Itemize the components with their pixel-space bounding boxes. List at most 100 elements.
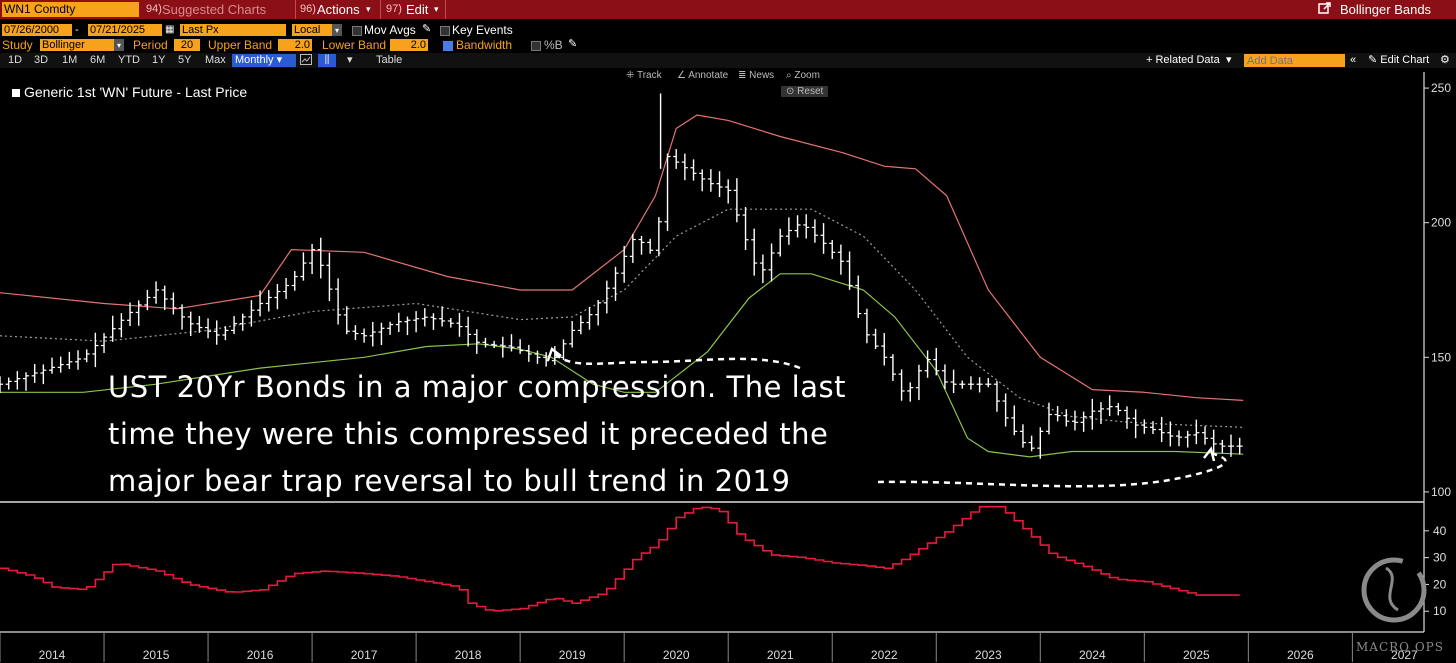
annotation-line-2: time they were this compressed it preced… bbox=[108, 417, 829, 451]
related-data-dropdown-icon[interactable]: ▾ bbox=[1226, 54, 1232, 66]
x-tick-label: 2025 bbox=[1183, 648, 1210, 662]
related-data-button[interactable]: + Related Data bbox=[1146, 54, 1220, 66]
period-field[interactable]: 20 bbox=[174, 39, 200, 51]
track-label: Track bbox=[636, 70, 662, 81]
news-label: News bbox=[749, 70, 775, 81]
bandwidth-checkbox[interactable] bbox=[443, 41, 453, 51]
x-tick-label: 2018 bbox=[455, 648, 482, 662]
upper-band-field[interactable]: 2.0 bbox=[278, 39, 312, 51]
timeframe-max[interactable]: Max bbox=[205, 54, 226, 66]
date-row: 07/26/2000 - 07/21/2025 ▦ Last Px Local … bbox=[0, 23, 1456, 48]
timeframe-6m[interactable]: 6M bbox=[90, 54, 106, 66]
ticker-input[interactable]: WN1 Comdty bbox=[2, 2, 139, 17]
title-bar bbox=[0, 0, 1456, 19]
bandwidth-label: Bandwidth bbox=[456, 38, 513, 52]
watermark-text: MACRO OPS bbox=[1356, 640, 1444, 654]
x-tick-label: 2024 bbox=[1079, 648, 1106, 662]
currency-dropdown-icon[interactable]: ▾ bbox=[332, 24, 342, 36]
x-tick-label: 2022 bbox=[871, 648, 898, 662]
x-tick-label: 2019 bbox=[559, 648, 586, 662]
timeframe-3d[interactable]: 3D bbox=[34, 54, 49, 66]
line-chart-icon[interactable] bbox=[300, 54, 312, 67]
external-link-icon[interactable] bbox=[1318, 2, 1331, 17]
chart-annotation: UST 20Yr Bonds in a major compression. T… bbox=[108, 364, 928, 505]
bar-chart-icon[interactable]: ⫼ bbox=[318, 54, 336, 67]
timeframe-1y[interactable]: 1Y bbox=[152, 54, 166, 66]
legend-label: Generic 1st 'WN' Future - Last Price bbox=[24, 84, 248, 100]
macro-ops-logo: MACRO OPS bbox=[1356, 548, 1448, 663]
news-tool[interactable]: ≣ News bbox=[738, 70, 775, 81]
annotation-arrowhead-left bbox=[546, 346, 562, 361]
percent-b-label: %B bbox=[544, 38, 563, 52]
x-tick-label: 2021 bbox=[767, 648, 794, 662]
upper-band-line bbox=[0, 114, 1244, 401]
percent-b-checkbox[interactable] bbox=[531, 41, 541, 51]
chart-legend: Generic 1st 'WN' Future - Last Price bbox=[6, 80, 280, 104]
bandwidth-line bbox=[0, 505, 1240, 612]
annotation-arrow-right bbox=[877, 450, 1227, 488]
x-tick-label: 2020 bbox=[663, 648, 690, 662]
timeframe-5y[interactable]: 5Y bbox=[178, 54, 192, 66]
gear-icon[interactable]: ⚙ bbox=[1440, 54, 1450, 66]
add-data-input[interactable] bbox=[1244, 54, 1345, 67]
y-tick-label: 250 bbox=[1431, 81, 1451, 95]
timeframe-1m[interactable]: 1M bbox=[62, 54, 78, 66]
annotate-label: Annotate bbox=[688, 70, 729, 81]
y-tick-label: 100 bbox=[1431, 485, 1451, 499]
x-tick-label: 2027 bbox=[1391, 648, 1418, 662]
x-tick-label: 2016 bbox=[247, 648, 274, 662]
y-tick-label: 200 bbox=[1431, 216, 1451, 230]
bandwidth-panel bbox=[0, 505, 1240, 612]
table-button[interactable]: Table bbox=[376, 54, 403, 66]
chart-canvas: 100 150 200 250 10 20 30 40 2014 2015 2016 2017 2018… bbox=[0, 72, 1451, 662]
mov-avgs-checkbox[interactable] bbox=[352, 26, 362, 36]
timeframe-ytd[interactable]: YTD bbox=[118, 54, 140, 66]
price-field-select[interactable]: Last Px bbox=[180, 24, 286, 36]
lower-band-label: Lower Band bbox=[322, 38, 387, 52]
period-label: Period bbox=[133, 38, 168, 52]
bw-y-tick-label: 40 bbox=[1433, 524, 1447, 538]
actions-dropdown-icon[interactable]: ▾ bbox=[366, 4, 371, 14]
start-date-field[interactable]: 07/26/2000 bbox=[2, 24, 72, 36]
reset-button[interactable]: ⊙ Reset bbox=[781, 86, 829, 97]
lower-band-field[interactable]: 2.0 bbox=[390, 39, 428, 51]
legend-swatch bbox=[12, 89, 20, 97]
annotate-tool[interactable]: ∠ Annotate bbox=[677, 70, 729, 81]
x-tick-label: 2015 bbox=[143, 648, 170, 662]
edit-number: 97) bbox=[386, 3, 402, 15]
edit-chart-label: Edit Chart bbox=[1380, 54, 1430, 66]
timeframe-1d[interactable]: 1D bbox=[8, 54, 23, 66]
x-tick-label: 2023 bbox=[975, 648, 1002, 662]
annotation-line-3: major bear trap reversal to bull trend i… bbox=[108, 464, 791, 498]
toolbar-divider bbox=[295, 0, 296, 19]
end-date-field[interactable]: 07/21/2025 bbox=[88, 24, 162, 36]
toolbar-divider bbox=[380, 0, 381, 19]
study-select[interactable]: Bollinger bbox=[40, 39, 114, 51]
edit-chart-button[interactable]: ✎ Edit Chart bbox=[1368, 54, 1430, 66]
annotation-arrowhead-right bbox=[1203, 446, 1216, 462]
edit-dropdown-icon[interactable]: ▾ bbox=[434, 4, 439, 14]
collapse-icon[interactable]: « bbox=[1350, 54, 1357, 66]
frequency-label: Monthly bbox=[235, 54, 274, 66]
pencil-icon[interactable]: ✎ bbox=[422, 23, 432, 35]
track-tool[interactable]: ⁜ Track bbox=[626, 70, 662, 81]
date-dash: - bbox=[75, 24, 79, 36]
study-dropdown-icon[interactable]: ▾ bbox=[114, 39, 124, 51]
price-panel bbox=[0, 93, 1244, 459]
key-events-label: Key Events bbox=[452, 23, 513, 37]
edit-menu[interactable]: Edit bbox=[406, 2, 429, 17]
zoom-tool[interactable]: ⌕ Zoom bbox=[786, 70, 820, 81]
annotation-line-1: UST 20Yr Bonds in a major compression. T… bbox=[108, 370, 846, 404]
frequency-select[interactable]: Monthly ▾ bbox=[232, 54, 296, 67]
bw-y-tick-label: 30 bbox=[1433, 551, 1447, 565]
study-row: Study Bollinger ▾ Period 20 Upper Band 2… bbox=[0, 38, 1456, 52]
axes: 100 150 200 250 10 20 30 40 2014 2015 2016 2017 2018… bbox=[0, 72, 1451, 662]
mov-avgs-label: Mov Avgs bbox=[364, 23, 416, 37]
pencil-icon[interactable]: ✎ bbox=[568, 38, 578, 50]
key-events-checkbox[interactable] bbox=[440, 26, 450, 36]
y-tick-label: 150 bbox=[1431, 350, 1451, 364]
actions-menu[interactable]: Actions bbox=[317, 2, 360, 17]
suggested-charts-button[interactable]: Suggested Charts bbox=[162, 2, 267, 17]
chart-type-dropdown-icon[interactable]: ▾ bbox=[347, 54, 353, 66]
calendar-icon[interactable]: ▦ bbox=[165, 24, 175, 35]
